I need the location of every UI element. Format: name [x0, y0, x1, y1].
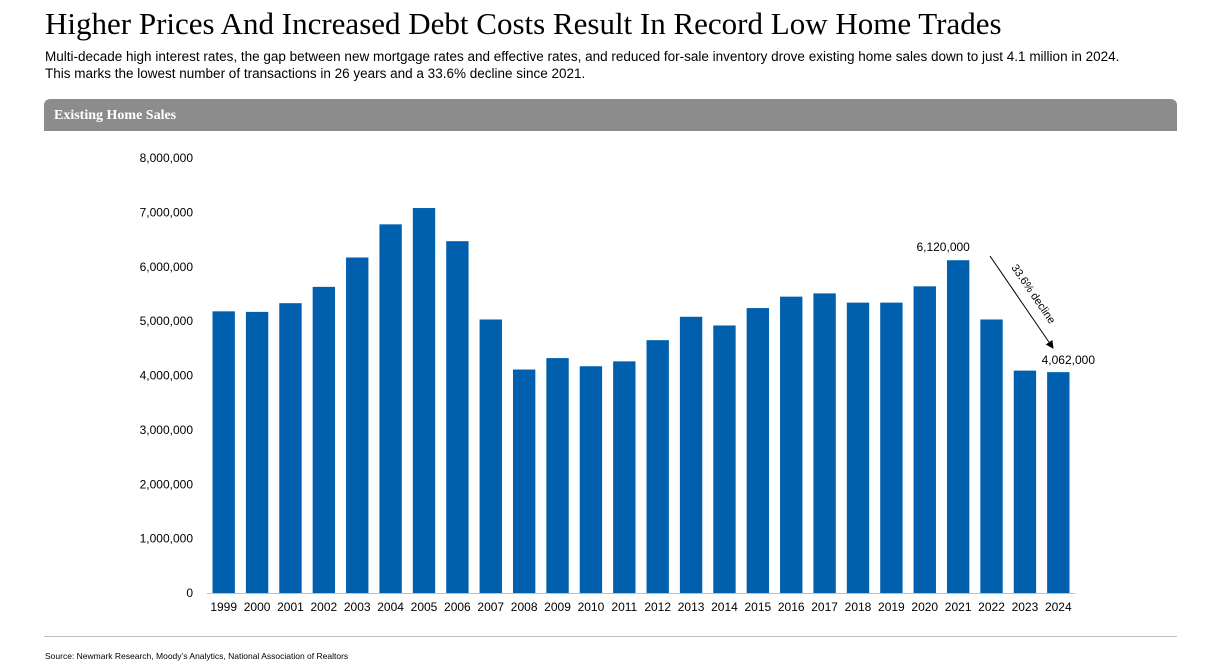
y-tick-label: 5,000,000 — [140, 314, 194, 328]
x-tick-label: 2011 — [611, 600, 637, 614]
bar-2000 — [245, 311, 269, 593]
x-tick-label: 2015 — [744, 600, 771, 614]
bar-2013 — [679, 316, 703, 593]
x-tick-label: 2016 — [778, 600, 805, 614]
x-tick-label: 2001 — [277, 600, 304, 614]
bar-2012 — [646, 340, 669, 593]
chart-panel-title: Existing Home Sales — [54, 108, 177, 123]
source-note: Source: Newmark Research, Moody’s Analyt… — [45, 651, 349, 661]
x-tick-label: 2014 — [711, 600, 738, 614]
decline-arrow — [989, 255, 1054, 349]
bar-2007 — [479, 319, 502, 593]
x-tick-label: 2012 — [644, 600, 671, 614]
chart-panel-header: Existing Home Sales — [44, 99, 1177, 131]
bar-2017 — [813, 293, 836, 593]
x-tick-label: 2002 — [310, 600, 337, 614]
source-divider — [44, 636, 1177, 637]
x-tick-label: 2008 — [511, 600, 538, 614]
bar-2024 — [1047, 372, 1070, 593]
bar-2020 — [913, 286, 936, 593]
x-tick-label: 2013 — [678, 600, 705, 614]
bar-2011 — [613, 361, 636, 593]
bar-1999 — [212, 311, 235, 593]
bar-2019 — [880, 302, 903, 593]
x-tick-label: 2006 — [444, 600, 471, 614]
page-subtitle: Multi-decade high interest rates, the ga… — [45, 48, 1185, 82]
bar-2002 — [312, 286, 336, 593]
x-tick-label: 2000 — [244, 600, 271, 614]
y-tick-label: 1,000,000 — [140, 532, 194, 546]
y-tick-label: 4,000,000 — [140, 369, 194, 383]
data-label-2021: 6,120,000 — [916, 240, 970, 254]
bar-2015 — [746, 308, 770, 593]
x-tick-label: 2024 — [1045, 600, 1072, 614]
bar-2006 — [446, 241, 469, 593]
x-tick-label: 1999 — [210, 600, 237, 614]
data-label-2024: 4,062,000 — [1042, 353, 1096, 367]
x-tick-label: 2020 — [911, 600, 938, 614]
x-tick-label: 2004 — [377, 600, 404, 614]
x-tick-label: 2021 — [945, 600, 972, 614]
x-tick-label: 2022 — [978, 600, 1005, 614]
x-tick-label: 2023 — [1012, 600, 1039, 614]
y-tick-label: 2,000,000 — [140, 477, 194, 491]
y-tick-label: 8,000,000 — [140, 151, 194, 165]
x-tick-label: 2007 — [477, 600, 504, 614]
bar-2003 — [346, 257, 369, 593]
bar-2014 — [713, 325, 736, 593]
x-tick-label: 2010 — [578, 600, 605, 614]
subtitle-line-1: Multi-decade high interest rates, the ga… — [45, 49, 1120, 64]
bar-2005 — [412, 208, 436, 593]
bar-2001 — [279, 303, 302, 593]
bar-2018 — [846, 302, 870, 593]
y-tick-label: 3,000,000 — [140, 423, 194, 437]
x-tick-label: 2018 — [845, 600, 872, 614]
subtitle-line-2: This marks the lowest number of transact… — [45, 66, 586, 81]
page-title: Higher Prices And Increased Debt Costs R… — [45, 6, 1002, 41]
bar-2016 — [780, 296, 803, 593]
bar-2021 — [946, 260, 970, 593]
bar-2008 — [512, 369, 536, 593]
x-tick-label: 2017 — [811, 600, 838, 614]
y-tick-label: 0 — [186, 586, 193, 600]
y-tick-label: 7,000,000 — [140, 205, 194, 219]
y-tick-label: 6,000,000 — [140, 260, 194, 274]
bar-2010 — [579, 366, 603, 593]
x-tick-label: 2009 — [544, 600, 571, 614]
x-tick-label: 2005 — [411, 600, 438, 614]
bar-2009 — [546, 358, 569, 593]
x-tick-label: 2019 — [878, 600, 905, 614]
bar-2004 — [379, 224, 402, 593]
x-tick-label: 2003 — [344, 600, 371, 614]
bar-2022 — [980, 319, 1003, 593]
bar-2023 — [1013, 370, 1037, 593]
